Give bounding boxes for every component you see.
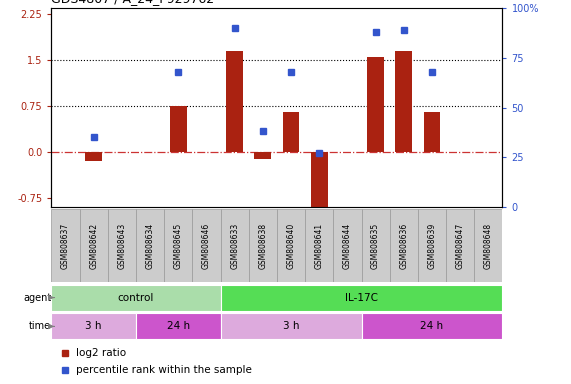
Text: GSM808647: GSM808647 [456, 223, 465, 269]
Bar [164, 209, 192, 282]
Bar [395, 51, 412, 152]
Text: GSM808636: GSM808636 [399, 223, 408, 269]
Text: GSM808644: GSM808644 [343, 223, 352, 269]
Bar [277, 209, 305, 282]
Bar [446, 209, 475, 282]
Bar [85, 152, 102, 161]
Bar [220, 285, 502, 311]
Text: 24 h: 24 h [420, 321, 444, 331]
Text: GSM808643: GSM808643 [118, 223, 126, 269]
Text: time: time [29, 321, 51, 331]
Bar [79, 209, 108, 282]
Text: 3 h: 3 h [86, 321, 102, 331]
Bar [424, 112, 440, 152]
Bar [51, 313, 136, 339]
Bar [226, 51, 243, 152]
Text: agent: agent [23, 293, 51, 303]
Text: log2 ratio: log2 ratio [76, 348, 126, 358]
Bar [475, 209, 502, 282]
Bar [220, 209, 249, 282]
Bar [390, 209, 418, 282]
Text: GSM808648: GSM808648 [484, 223, 493, 269]
Text: GSM808639: GSM808639 [428, 223, 436, 269]
Bar [51, 209, 79, 282]
Text: GSM808641: GSM808641 [315, 223, 324, 269]
Bar [418, 209, 446, 282]
Text: GDS4807 / A_24_P929762: GDS4807 / A_24_P929762 [51, 0, 215, 5]
Bar [255, 152, 271, 159]
Bar [361, 209, 390, 282]
Bar [367, 57, 384, 152]
Text: percentile rank within the sample: percentile rank within the sample [76, 365, 252, 375]
Text: GSM808646: GSM808646 [202, 223, 211, 269]
Bar [136, 209, 164, 282]
Bar [311, 152, 328, 207]
Bar [283, 112, 300, 152]
Text: control: control [118, 293, 154, 303]
Bar [192, 209, 220, 282]
Text: IL-17C: IL-17C [345, 293, 378, 303]
Bar [108, 209, 136, 282]
Text: GSM808638: GSM808638 [258, 223, 267, 269]
Text: 24 h: 24 h [167, 321, 190, 331]
Text: GSM808645: GSM808645 [174, 223, 183, 269]
Bar [220, 313, 361, 339]
Text: 3 h: 3 h [283, 321, 299, 331]
Text: GSM808633: GSM808633 [230, 223, 239, 269]
Bar [305, 209, 333, 282]
Bar [170, 106, 187, 152]
Text: GSM808640: GSM808640 [287, 223, 296, 269]
Text: GSM808635: GSM808635 [371, 223, 380, 269]
Text: GSM808637: GSM808637 [61, 223, 70, 269]
Text: GSM808642: GSM808642 [89, 223, 98, 269]
Bar [136, 313, 220, 339]
Bar [249, 209, 277, 282]
Bar [361, 313, 502, 339]
Bar [333, 209, 361, 282]
Text: GSM808634: GSM808634 [146, 223, 155, 269]
Bar [51, 285, 220, 311]
